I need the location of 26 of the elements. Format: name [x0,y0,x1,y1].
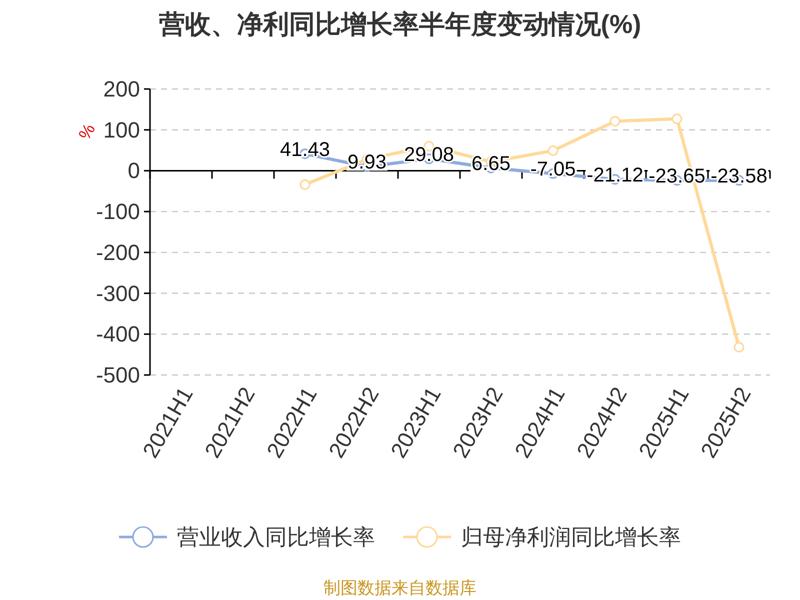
ytick: -500 [96,362,140,388]
point [734,342,744,353]
point [300,179,310,190]
point [548,145,558,156]
ytick: -300 [96,280,140,306]
legend-label: 营业收入同比增长率 [177,524,375,550]
ytick: -200 [96,240,140,265]
ytick: -400 [96,322,140,347]
ytick: 100 [103,117,140,142]
ytick: -100 [96,199,140,224]
label: 6.65 [472,153,510,175]
label: 29.08 [404,144,454,166]
label: 9.93 [348,152,386,174]
annotation: 制图数据来自数据库 [324,578,476,598]
ylabel: % [75,120,99,144]
label: 41.43 [280,138,330,161]
label: -23.58 [710,165,768,188]
ytick: 0 [128,158,140,184]
label: -21.12 [586,164,644,186]
title: 营收、净利同比增长率半年度变动情况(%) [158,9,642,39]
ytick: 200 [103,76,140,102]
point [610,116,620,127]
label: -7.05 [530,158,576,181]
legend-label: 归母净利润同比增长率 [461,524,681,550]
label: -23.65 [648,165,706,188]
point [672,114,682,124]
